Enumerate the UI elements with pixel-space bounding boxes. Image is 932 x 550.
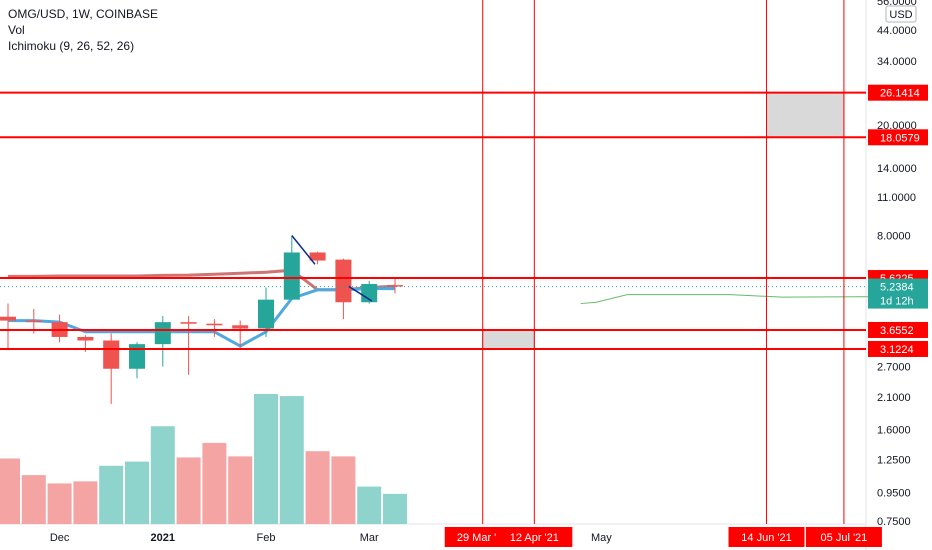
currency-badge[interactable] bbox=[885, 5, 917, 23]
level-price-label: 3.1224 bbox=[880, 344, 914, 356]
candle-body[interactable] bbox=[387, 285, 403, 287]
price-tick-label: 0.7500 bbox=[877, 516, 911, 528]
date-marker-label: 05 Jul '21 bbox=[821, 532, 868, 544]
candle-body[interactable] bbox=[180, 322, 197, 324]
candle-body[interactable] bbox=[206, 323, 223, 326]
ichimoku-forward-line bbox=[580, 294, 886, 305]
volume-bar bbox=[47, 483, 72, 524]
tenkan-line bbox=[8, 287, 395, 348]
candle-body[interactable] bbox=[103, 340, 120, 369]
vertical-markers bbox=[482, 0, 845, 524]
level-price-label: 3.6552 bbox=[880, 325, 914, 337]
volume-bar bbox=[99, 465, 124, 524]
candle-body[interactable] bbox=[77, 336, 94, 341]
price-tick-label: 56.0000 bbox=[877, 0, 917, 8]
price-axis: 56.0000 44.0000 34.0000 20.0000 14.0000 11.00… bbox=[868, 0, 928, 528]
candle-body[interactable] bbox=[129, 344, 145, 369]
date-marker-tag[interactable] bbox=[496, 527, 573, 547]
ichimoku-legend[interactable]: Ichimoku (9, 26, 52, 26) bbox=[8, 39, 135, 53]
level-price-tag bbox=[868, 321, 928, 338]
candle-body[interactable] bbox=[335, 259, 352, 303]
time-axis: Dec 2021 Feb Mar May 29 Mar '21 12 Apr '21 14 J… bbox=[50, 527, 882, 547]
price-tick-label: 2.1000 bbox=[877, 392, 911, 404]
candle-body[interactable] bbox=[309, 252, 326, 261]
volume-bar bbox=[202, 442, 227, 524]
level-price-tag bbox=[868, 84, 928, 101]
candle-body[interactable] bbox=[154, 322, 171, 345]
current-price-tag bbox=[868, 278, 928, 309]
volume-bar bbox=[176, 457, 201, 524]
volume-bar bbox=[279, 396, 304, 524]
ichimoku-cloud bbox=[580, 294, 886, 305]
candle-body[interactable] bbox=[258, 299, 274, 329]
candle-body[interactable] bbox=[232, 325, 249, 329]
volume-bar bbox=[331, 456, 356, 524]
volume-bar bbox=[254, 394, 278, 524]
candle-body[interactable] bbox=[283, 252, 300, 300]
symbol-legend[interactable]: OMG/USD, 1W, COINBASE bbox=[8, 7, 159, 21]
time-tick-label: Mar bbox=[360, 532, 379, 544]
candle-body[interactable] bbox=[25, 320, 42, 323]
level-price-label: 26.1414 bbox=[880, 88, 920, 100]
volume-bar bbox=[383, 493, 407, 524]
level-price-tag bbox=[868, 340, 928, 357]
volume-bar bbox=[228, 456, 253, 524]
plot-background bbox=[0, 0, 866, 524]
bar-countdown-label: 1d 12h bbox=[880, 296, 914, 308]
trend-line[interactable] bbox=[291, 235, 316, 265]
ichimoku-lines bbox=[8, 268, 396, 348]
time-tick-label: May bbox=[591, 532, 612, 544]
volume-bar bbox=[125, 461, 149, 524]
price-tick-label: 0.9500 bbox=[877, 487, 911, 499]
chart-legend: OMG/USD, 1W, COINBASE Vol Ichimoku (9, 2… bbox=[8, 6, 158, 54]
volume-bar bbox=[150, 426, 175, 524]
candle-body[interactable] bbox=[361, 284, 378, 303]
volume-bar bbox=[73, 481, 98, 524]
time-tick-label: 2021 bbox=[151, 532, 175, 544]
price-tick-label: 14.0000 bbox=[877, 163, 917, 175]
price-tick-label: 8.0000 bbox=[877, 230, 911, 242]
price-tick-label: 44.0000 bbox=[877, 25, 917, 37]
date-marker-label: 29 Mar '21 bbox=[457, 532, 509, 544]
date-marker-tag[interactable] bbox=[728, 527, 805, 547]
volume-bar bbox=[305, 451, 330, 524]
volume-bars bbox=[0, 394, 407, 524]
time-tick-label: Feb bbox=[257, 532, 276, 544]
currency-label: USD bbox=[889, 9, 912, 21]
target-box bbox=[482, 329, 535, 350]
volume-bar bbox=[0, 458, 20, 524]
candles bbox=[0, 236, 403, 404]
horizontal-levels bbox=[0, 91, 866, 350]
current-price-label: 5.2384 bbox=[880, 282, 914, 294]
date-marker-label: 14 Jun '21 bbox=[741, 532, 791, 544]
price-tick-label: 1.6000 bbox=[877, 425, 911, 437]
level-price-tag bbox=[868, 129, 928, 146]
trend-lines bbox=[291, 235, 373, 302]
price-tick-label: 1.2500 bbox=[877, 454, 911, 466]
volume-legend[interactable]: Vol bbox=[8, 23, 25, 37]
target-box bbox=[766, 92, 845, 138]
date-marker-tag[interactable] bbox=[805, 527, 882, 547]
price-tick-label: 2.7000 bbox=[877, 362, 911, 374]
date-marker-label: 12 Apr '21 bbox=[510, 532, 559, 544]
trend-line[interactable] bbox=[348, 285, 373, 302]
price-tick-label: 20.0000 bbox=[877, 120, 917, 132]
volume-bar bbox=[21, 475, 46, 524]
price-tick-label: 11.0000 bbox=[877, 192, 916, 204]
volume-bar bbox=[357, 486, 382, 524]
plot-area bbox=[0, 0, 867, 550]
time-tick-label: Dec bbox=[50, 532, 70, 544]
candle-body[interactable] bbox=[0, 316, 16, 321]
level-price-label: 18.0579 bbox=[880, 132, 920, 144]
price-tick-label: 34.0000 bbox=[877, 56, 917, 68]
